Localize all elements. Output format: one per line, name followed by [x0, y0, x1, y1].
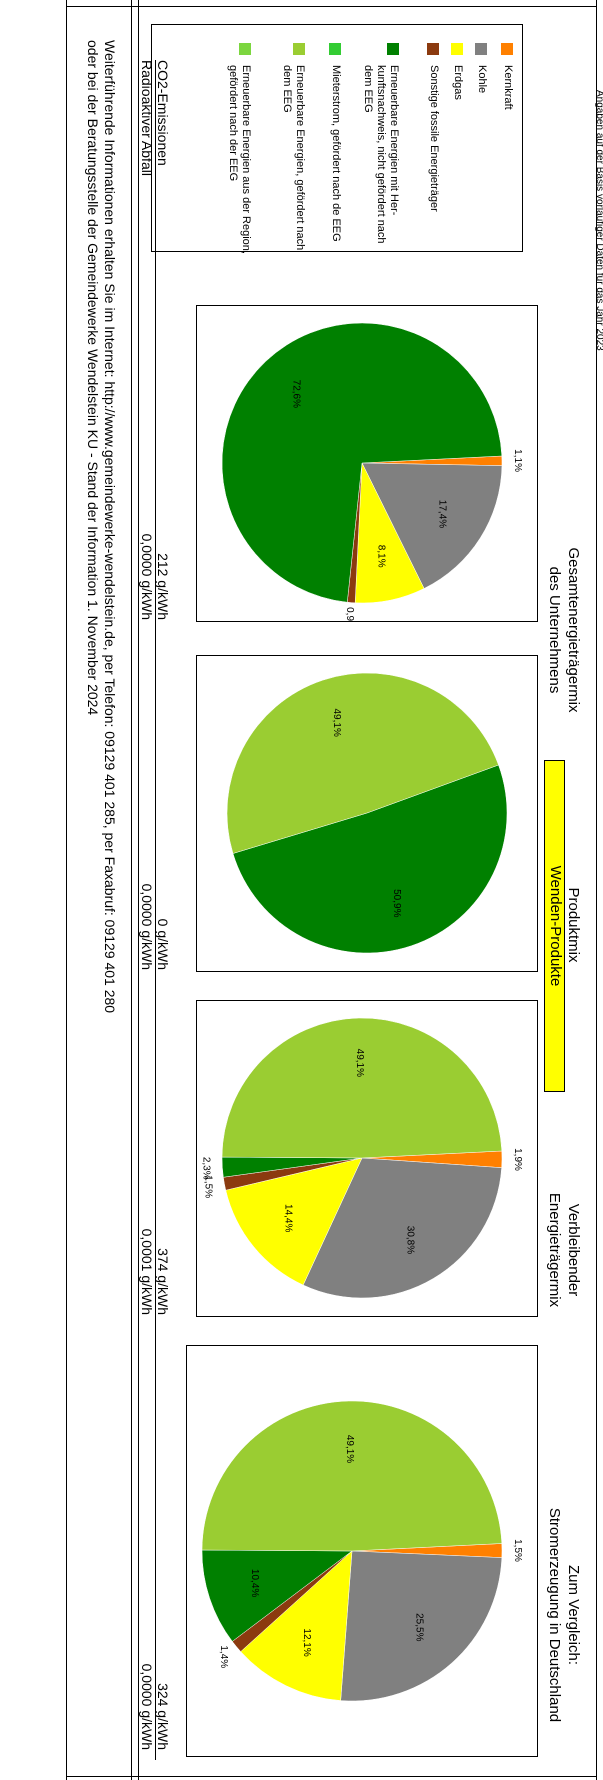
co2-value-germany: 324 g/kWh — [155, 1683, 171, 1750]
pie-slice-label: 8,1% — [375, 545, 386, 568]
legend-swatch — [387, 43, 399, 55]
heading-line: Gesamtenergieträgermix — [565, 547, 582, 713]
pie-slice-ee_eeg — [226, 672, 499, 854]
left-border — [67, 6, 597, 7]
pie-chart-company: 1,1% 17,4% 8,1% 0,9% 72,6% — [221, 322, 523, 630]
legend-label: Erdgas — [452, 65, 464, 100]
waste-value-remaining: 0,0001 g/kWh — [139, 1228, 155, 1315]
table-separator-double — [131, 0, 132, 1780]
pie-slice-label: 1,5% — [512, 1539, 523, 1562]
pie-slice-label: 14,4% — [282, 1204, 293, 1232]
heading-line: Energieträgermix — [546, 1192, 563, 1308]
co2-value-remaining: 374 g/kWh — [155, 1248, 171, 1315]
pie-slice-label: 25,5% — [414, 1613, 425, 1641]
legend-label: Sonstige fossile Energieträger — [428, 65, 440, 212]
legend-label: Kernkraft — [502, 65, 514, 110]
chart-box-remaining: 1,9% 30,8% 14,4% 1,5% 2,3% 49,1% — [196, 1000, 538, 1317]
pie-slice-label: 30,8% — [404, 1226, 415, 1254]
pie-slice-label: 49,1% — [331, 709, 342, 737]
legend-label: Erneuerbare Energien aus der Region, gef… — [227, 65, 252, 254]
column-heading-company: Gesamtenergieträgermix des Unternehmens — [545, 500, 583, 760]
legend-swatch — [501, 43, 513, 55]
footer-info-line1: Weiterführende Informationen erhalten Si… — [102, 40, 118, 1014]
column-heading-product: Produktmix — [564, 760, 583, 1090]
pie-slice-label: 2,3% — [200, 1157, 211, 1180]
legend-swatch — [239, 43, 251, 55]
co2-label: CO2-Emissionen — [155, 60, 171, 166]
pie-slice-label: 1,4% — [218, 1645, 229, 1668]
bottom-border — [66, 0, 67, 1780]
heading-line: Zum Vergleich: — [565, 1564, 582, 1666]
pie-slice-label: 0,9% — [344, 607, 355, 621]
chart-box-product: 50,9% 49,1% — [196, 655, 538, 972]
pie-chart-product: 50,9% 49,1% — [226, 672, 508, 954]
pie-slice-erdgas — [225, 1157, 363, 1286]
pie-slice-ee_herkunft — [232, 764, 508, 954]
pie-slice-label: 12,1% — [301, 1628, 312, 1656]
chart-box-company: 1,1% 17,4% 8,1% 0,9% 72,6% — [196, 305, 538, 630]
heading-line: des Unternehmens — [546, 566, 563, 694]
heading-line: Produktmix — [565, 887, 582, 963]
pie-slice-label: 1,1% — [512, 449, 523, 472]
waste-value-company: 0,0000 g/kWh — [139, 533, 155, 620]
legend-swatch — [329, 43, 341, 55]
legend-swatch — [427, 43, 439, 55]
chart-box-germany: 1,5% 25,5% 12,1% 1,4% 10,4% 49,1% — [186, 1345, 538, 1757]
right-border — [67, 1776, 597, 1777]
co2-value-product: 0 g/kWh — [155, 918, 171, 970]
legend-label: Kohle — [476, 65, 488, 94]
legend-label: Mieterstrom, gefördert nach de EEG — [330, 65, 342, 242]
column-heading-germany: Zum Vergleich: Stromerzeugung in Deutsch… — [545, 1470, 583, 1760]
heading-line: Stromerzeugung in Deutschland — [546, 1507, 563, 1723]
pie-chart-germany: 1,5% 25,5% 12,1% 1,4% 10,4% 49,1% — [201, 1400, 523, 1702]
pie-slice-ee_eeg — [201, 1400, 503, 1552]
heading-line: Verbleibender — [565, 1203, 582, 1297]
pie-slice-label: 10,4% — [249, 1569, 260, 1597]
pie-slice-ee_herkunft — [221, 322, 503, 603]
legend-label: Erneuerbare Energien mit Her-kunftsnachw… — [362, 65, 400, 244]
legend-swatch — [475, 43, 487, 55]
legend-label: Erneuerbare Energien, gefördert nach dem… — [281, 65, 306, 251]
legend-box: Kernkraft Kohle Erdgas Sonstige fossile Ene… — [151, 24, 523, 254]
footer-info-line2: oder bei der Beratungsstelle der Gemeind… — [85, 40, 101, 716]
pie-slice-label: 49,1% — [344, 1435, 355, 1463]
pie-slice-label: 1,5% — [203, 1175, 214, 1198]
pie-slice-label: 17,4% — [436, 500, 447, 528]
header-note: Angaben auf der Basis vorläufiger Daten … — [594, 90, 603, 351]
pie-slice-ee_eeg — [221, 1017, 503, 1159]
legend-swatch — [293, 43, 305, 55]
waste-value-product: 0,0000 g/kWh — [139, 883, 155, 970]
column-heading-remaining: Verbleibender Energieträgermix — [545, 1120, 583, 1380]
waste-value-germany: 0,0000 g/kWh — [139, 1663, 155, 1750]
pie-slice-kohle — [340, 1550, 503, 1702]
pie-slice-label: 1,9% — [512, 1148, 523, 1171]
pie-slice-label: 72,6% — [291, 380, 302, 408]
pie-chart-remaining: 1,9% 30,8% 14,4% 1,5%2,3% 49,1% — [200, 1017, 523, 1299]
waste-label: Radioaktiver Abfall — [139, 60, 155, 176]
pie-slice-erdgas — [240, 1550, 353, 1701]
legend-swatch — [451, 43, 463, 55]
pie-slice-kohle — [302, 1157, 502, 1299]
pie-slice-kohle — [361, 462, 503, 589]
pie-slice-label: 50,9% — [391, 889, 402, 917]
co2-value-company: 212 g/kWh — [155, 553, 171, 620]
pie-slice-ee_herkunft — [201, 1549, 353, 1642]
product-name-highlight: Wenden-Produkte — [544, 760, 565, 1092]
pie-slice-label: 49,1% — [354, 1049, 365, 1077]
